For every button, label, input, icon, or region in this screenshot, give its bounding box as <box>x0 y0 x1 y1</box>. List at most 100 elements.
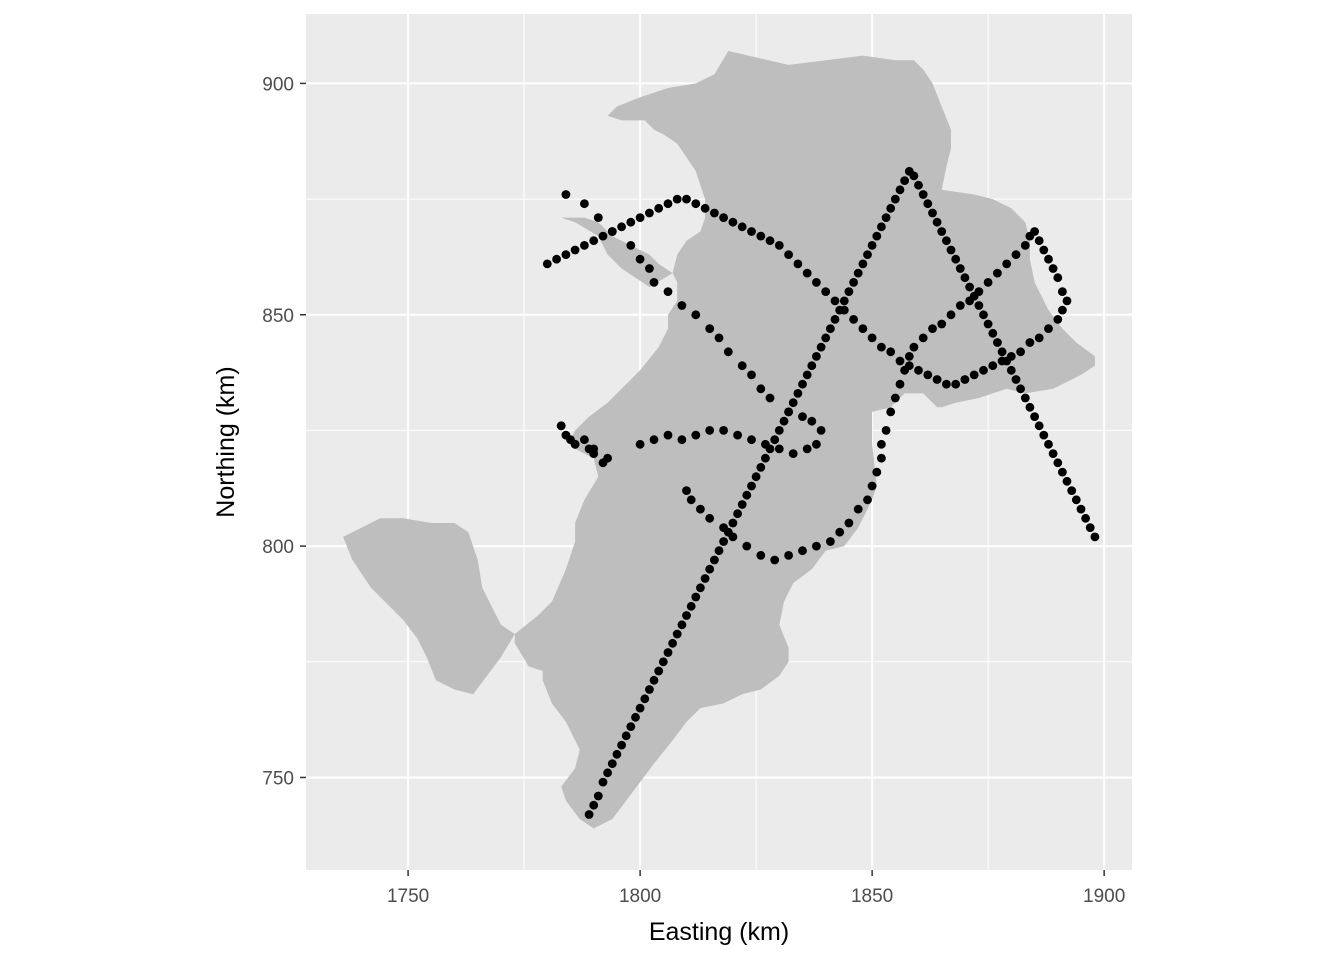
data-point <box>881 426 891 435</box>
data-point <box>1053 273 1063 283</box>
data-point <box>747 435 756 445</box>
data-point <box>830 296 840 306</box>
data-point <box>918 333 928 343</box>
data-point <box>1062 476 1072 486</box>
data-point <box>909 171 919 181</box>
data-point <box>853 268 863 278</box>
data-point <box>700 203 710 213</box>
data-point <box>802 370 812 380</box>
y-tick-label: 900 <box>262 74 294 95</box>
data-point <box>904 361 914 371</box>
data-point <box>598 231 608 241</box>
data-point <box>1034 421 1044 431</box>
data-point <box>942 236 951 246</box>
data-point <box>737 361 747 371</box>
data-point <box>1011 250 1021 259</box>
data-point <box>765 236 775 246</box>
data-point <box>983 319 993 329</box>
data-point <box>798 412 807 421</box>
data-point <box>867 481 877 491</box>
data-point <box>914 180 923 190</box>
data-point <box>979 365 988 375</box>
data-point <box>635 213 645 223</box>
data-point <box>779 416 789 426</box>
data-point <box>816 426 826 435</box>
data-point <box>645 685 654 694</box>
data-point <box>877 439 886 449</box>
data-point <box>1039 430 1049 440</box>
data-point <box>937 227 947 236</box>
data-point <box>728 217 738 227</box>
x-tick-label: 1750 <box>387 886 429 907</box>
data-point <box>710 208 719 218</box>
data-point <box>612 749 622 759</box>
data-point <box>914 365 923 375</box>
data-point <box>1076 504 1086 514</box>
data-point <box>649 675 659 685</box>
data-point <box>951 379 961 389</box>
data-point <box>1039 245 1049 255</box>
data-point <box>1020 393 1030 403</box>
y-tick-label: 850 <box>262 306 294 327</box>
data-point <box>895 356 905 366</box>
data-point <box>812 352 821 361</box>
data-point <box>955 264 965 273</box>
data-point <box>765 393 775 403</box>
data-point <box>691 310 701 320</box>
data-point <box>663 199 673 209</box>
data-point <box>654 666 664 676</box>
data-point <box>1058 287 1067 296</box>
data-point <box>798 546 807 556</box>
data-point <box>561 190 571 199</box>
data-point <box>747 481 756 491</box>
data-point <box>593 213 603 223</box>
data-point <box>751 472 761 482</box>
data-point <box>993 338 1002 347</box>
data-point <box>756 384 766 394</box>
data-point <box>802 268 812 278</box>
data-point <box>960 273 970 283</box>
data-point <box>593 791 603 801</box>
data-point <box>691 199 701 209</box>
data-point <box>598 777 608 787</box>
data-point <box>626 241 636 250</box>
data-point <box>626 722 636 731</box>
data-point <box>932 217 942 227</box>
data-point <box>723 347 733 357</box>
data-point <box>617 222 626 232</box>
data-point <box>705 324 715 333</box>
data-point <box>756 231 766 241</box>
data-point <box>663 430 673 440</box>
data-point <box>988 328 998 338</box>
data-point <box>677 435 687 445</box>
data-point <box>844 287 854 296</box>
data-point <box>904 352 914 361</box>
data-point <box>798 379 807 389</box>
data-point <box>686 495 696 505</box>
data-point <box>663 287 673 296</box>
data-point <box>849 315 858 324</box>
data-point <box>719 537 728 546</box>
data-point <box>997 347 1007 357</box>
data-point <box>1081 513 1090 523</box>
data-point <box>1053 315 1063 324</box>
data-point <box>561 250 571 259</box>
data-point <box>895 185 905 195</box>
data-point <box>1085 523 1095 532</box>
data-point <box>756 551 766 560</box>
data-point <box>774 444 784 454</box>
data-point <box>635 254 645 264</box>
data-point <box>835 527 845 537</box>
data-point <box>621 731 631 741</box>
data-point <box>1034 333 1044 343</box>
data-point <box>747 227 756 236</box>
data-point <box>682 486 691 495</box>
data-point <box>635 439 645 449</box>
data-point <box>839 296 849 306</box>
data-point <box>1058 305 1067 315</box>
data-point <box>728 518 738 528</box>
data-point <box>867 333 877 343</box>
data-point <box>784 250 793 259</box>
data-point <box>696 504 705 514</box>
data-point <box>617 740 626 750</box>
